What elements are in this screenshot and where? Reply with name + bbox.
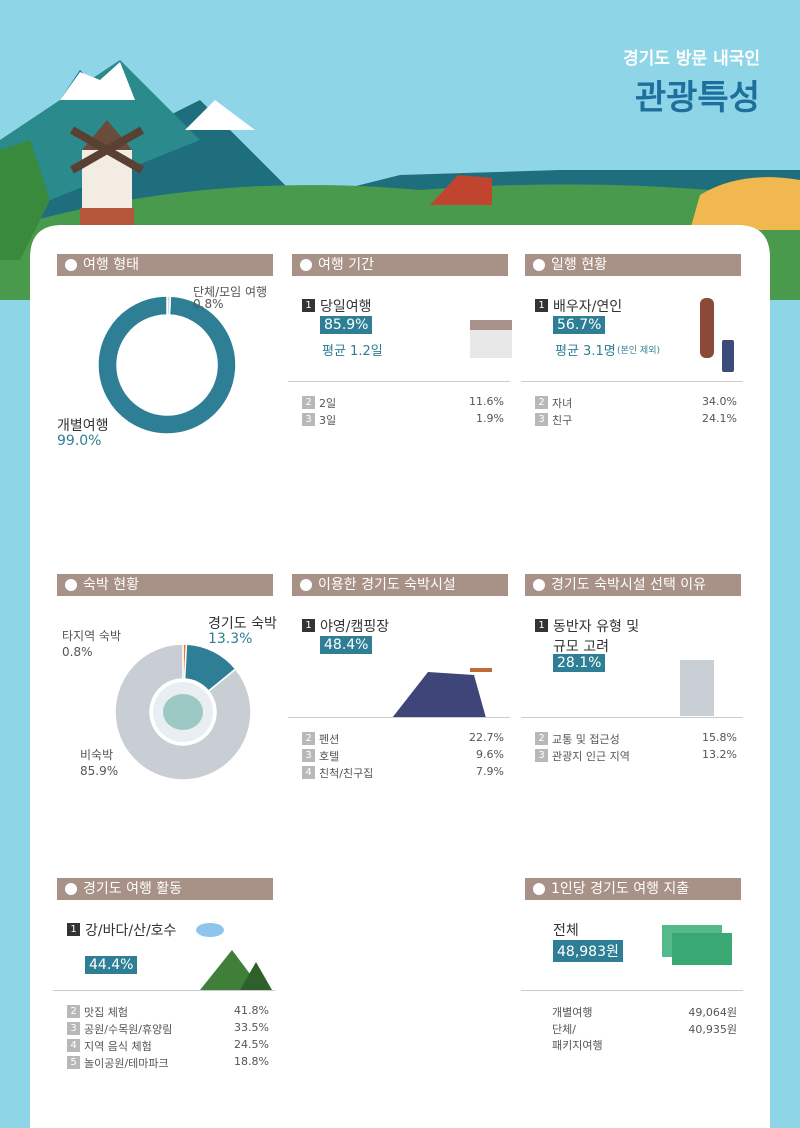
- rank-badge: 1: [302, 299, 315, 312]
- item-label: 자녀: [552, 397, 573, 410]
- donut-segment: [97, 295, 237, 435]
- top-label: 배우자/연인: [553, 299, 623, 315]
- top-label: 전체: [553, 923, 579, 939]
- section-heading: 경기도 숙박시설 선택 이유: [525, 574, 741, 596]
- rank-badge: 3: [535, 749, 548, 762]
- donut-label: 단체/모임 여행: [193, 285, 268, 299]
- item-label: 친구: [552, 414, 573, 427]
- donut-label: 개별여행: [57, 418, 109, 434]
- section-heading: 경기도 여행 활동: [57, 878, 273, 900]
- item-label: 맛집 체험: [84, 1006, 128, 1019]
- section-heading: 여행 형태: [57, 254, 273, 276]
- item-value: 24.5%: [234, 1038, 269, 1051]
- item-label: 놀이공원/테마파크: [84, 1057, 169, 1070]
- donut-label: 타지역 숙박: [62, 629, 122, 643]
- donut-label: 비숙박: [80, 748, 114, 762]
- item-value: 7.9%: [476, 765, 504, 778]
- top-note: 평균 3.1명: [555, 344, 616, 359]
- top-label: 동반자 유형 및 규모 고려: [553, 619, 640, 655]
- item-value: 40,935원: [688, 1023, 737, 1036]
- rank-badge: 1: [302, 619, 315, 632]
- top-label: 강/바다/산/호수: [85, 923, 177, 939]
- top-value: 48,983원: [553, 940, 623, 962]
- top-value: 56.7%: [553, 316, 606, 334]
- rank-badge: 3: [535, 413, 548, 426]
- donut-value: 13.3%: [208, 631, 253, 647]
- divider: [288, 381, 510, 382]
- item-label: 교통 및 접근성: [552, 733, 620, 746]
- top-note: 평균 1.2일: [322, 344, 383, 359]
- item-label: 단체/ 패키지여행: [552, 1023, 603, 1052]
- item-label: 공원/수목원/휴양림: [84, 1023, 173, 1036]
- donut-value: 85.9%: [80, 764, 119, 778]
- top-value: 44.4%: [85, 956, 138, 974]
- item-value: 24.1%: [702, 412, 737, 425]
- item-label: 호텔: [319, 750, 340, 763]
- donut-segment: [114, 643, 252, 781]
- divider: [53, 990, 275, 991]
- item-label: 3일: [319, 414, 337, 427]
- rank-badge: 2: [67, 1005, 80, 1018]
- donut-label: 경기도 숙박: [208, 616, 277, 632]
- top-value: 28.1%: [553, 654, 606, 672]
- top-note-small: (본인 제외): [617, 346, 661, 356]
- item-value: 11.6%: [469, 395, 504, 408]
- rank-badge: 2: [535, 732, 548, 745]
- top-value: 85.9%: [320, 316, 373, 334]
- item-label: 관광지 인근 지역: [552, 750, 630, 763]
- item-value: 49,064원: [688, 1006, 737, 1019]
- donut-value: 0.8%: [193, 297, 224, 311]
- item-label: 2일: [319, 397, 337, 410]
- item-value: 41.8%: [234, 1004, 269, 1017]
- item-label: 개별여행: [552, 1006, 593, 1019]
- section-heading: 일행 현황: [525, 254, 741, 276]
- section-heading: 숙박 현황: [57, 574, 273, 596]
- item-value: 33.5%: [234, 1021, 269, 1034]
- rank-badge: 2: [302, 732, 315, 745]
- section-heading: 이용한 경기도 숙박시설: [292, 574, 508, 596]
- item-value: 22.7%: [469, 731, 504, 744]
- item-value: 9.6%: [476, 748, 504, 761]
- rank-badge: 4: [67, 1039, 80, 1052]
- item-value: 34.0%: [702, 395, 737, 408]
- item-value: 1.9%: [476, 412, 504, 425]
- section-heading: 1인당 경기도 여행 지출: [525, 878, 741, 900]
- donut-value: 0.8%: [62, 645, 93, 659]
- section-heading: 여행 기간: [292, 254, 508, 276]
- top-label: 야영/캠핑장: [320, 619, 390, 635]
- divider: [288, 717, 510, 718]
- subtitle: 경기도 방문 내국인: [623, 49, 760, 69]
- donut-value: 99.0%: [57, 433, 102, 449]
- item-value: 13.2%: [702, 748, 737, 761]
- rank-badge: 3: [302, 413, 315, 426]
- rank-badge: 1: [535, 619, 548, 632]
- divider: [521, 381, 743, 382]
- rank-badge: 1: [67, 923, 80, 936]
- rank-badge: 5: [67, 1056, 80, 1069]
- rank-badge: 3: [67, 1022, 80, 1035]
- item-label: 지역 음식 체험: [84, 1040, 152, 1053]
- divider: [521, 990, 743, 991]
- title: 관광특성: [634, 78, 760, 118]
- item-label: 친척/친구집: [319, 767, 374, 780]
- item-label: 펜션: [319, 733, 340, 746]
- rank-badge: 2: [535, 396, 548, 409]
- item-value: 18.8%: [234, 1055, 269, 1068]
- rank-badge: 3: [302, 749, 315, 762]
- top-label: 당일여행: [320, 299, 372, 315]
- top-value: 48.4%: [320, 636, 373, 654]
- rank-badge: 4: [302, 766, 315, 779]
- divider: [521, 717, 743, 718]
- rank-badge: 1: [535, 299, 548, 312]
- rank-badge: 2: [302, 396, 315, 409]
- item-value: 15.8%: [702, 731, 737, 744]
